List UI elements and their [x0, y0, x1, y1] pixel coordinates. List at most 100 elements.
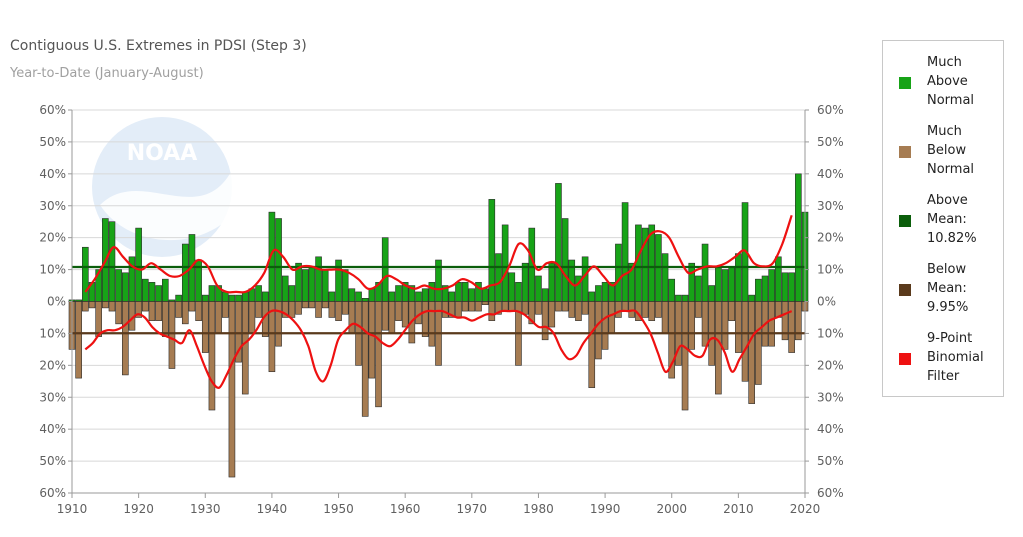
bar-much-above-1982[interactable]: [548, 262, 556, 302]
bar-much-above-1942[interactable]: [281, 275, 289, 302]
bar-much-above-1958[interactable]: [388, 291, 396, 302]
bar-much-above-1931[interactable]: [208, 285, 216, 302]
bar-much-above-1989[interactable]: [595, 285, 602, 302]
bar-much-above-2003[interactable]: [688, 262, 696, 302]
bar-much-above-2000[interactable]: [668, 278, 676, 302]
bar-much-above-1947[interactable]: [315, 256, 322, 302]
bar-much-below-1975[interactable]: [501, 301, 509, 312]
bar-much-above-2016[interactable]: [775, 256, 782, 302]
bar-much-above-1948[interactable]: [321, 269, 329, 302]
bar-much-below-1967[interactable]: [448, 301, 456, 318]
bar-much-above-1963[interactable]: [421, 288, 429, 302]
bar-much-below-1914[interactable]: [95, 301, 102, 337]
bar-much-below-2011[interactable]: [741, 301, 749, 382]
bar-much-above-1912[interactable]: [82, 246, 89, 302]
bar-much-below-1964[interactable]: [428, 301, 436, 347]
bar-much-above-2009[interactable]: [728, 266, 735, 302]
bar-much-below-2009[interactable]: [728, 301, 735, 321]
bar-much-below-1956[interactable]: [375, 301, 382, 408]
bar-much-below-1978[interactable]: [521, 301, 529, 315]
bar-much-below-2019[interactable]: [795, 301, 802, 341]
bar-much-above-1972[interactable]: [481, 288, 489, 302]
bar-much-above-1974[interactable]: [495, 253, 502, 302]
bar-much-below-1968[interactable]: [455, 301, 462, 318]
bar-much-below-1927[interactable]: [181, 301, 189, 325]
bar-much-below-1988[interactable]: [588, 301, 596, 388]
bar-much-above-1976[interactable]: [508, 272, 516, 302]
bar-much-below-1944[interactable]: [295, 301, 302, 315]
bar-much-above-1964[interactable]: [428, 282, 436, 302]
bar-much-below-2002[interactable]: [681, 301, 689, 411]
bar-much-above-1917[interactable]: [115, 269, 122, 302]
bar-much-below-2007[interactable]: [715, 301, 722, 395]
bar-much-below-1931[interactable]: [208, 301, 216, 411]
bar-much-above-2017[interactable]: [781, 272, 789, 302]
bar-much-above-1922[interactable]: [148, 282, 156, 302]
bar-much-above-2014[interactable]: [761, 275, 769, 302]
bar-much-below-1930[interactable]: [201, 301, 209, 353]
bar-much-above-1953[interactable]: [355, 291, 362, 302]
bar-much-below-1973[interactable]: [488, 301, 496, 321]
bar-much-below-1924[interactable]: [161, 301, 169, 337]
bar-much-below-2015[interactable]: [768, 301, 775, 347]
bar-much-above-1921[interactable]: [142, 278, 149, 302]
legend-item[interactable]: Much Below Normal: [899, 122, 999, 182]
bar-much-above-1983[interactable]: [555, 183, 562, 302]
bar-much-below-1916[interactable]: [108, 301, 116, 312]
bar-much-below-1979[interactable]: [528, 301, 536, 325]
bar-much-below-1976[interactable]: [508, 301, 516, 312]
bar-much-below-1938[interactable]: [255, 301, 262, 318]
bar-much-above-1933[interactable]: [221, 291, 229, 302]
bar-much-below-1971[interactable]: [475, 301, 482, 312]
bar-much-below-1963[interactable]: [421, 301, 429, 337]
bar-much-above-1951[interactable]: [341, 269, 349, 302]
bar-much-below-1912[interactable]: [82, 301, 89, 312]
bar-much-above-1954[interactable]: [361, 298, 369, 302]
bar-much-above-1962[interactable]: [415, 291, 422, 302]
bar-much-above-1930[interactable]: [201, 294, 209, 302]
bar-much-above-2013[interactable]: [755, 278, 762, 302]
bar-much-above-1967[interactable]: [448, 291, 456, 302]
bar-much-above-1946[interactable]: [308, 266, 316, 302]
bar-much-below-1933[interactable]: [221, 301, 229, 318]
bar-much-below-1928[interactable]: [188, 301, 196, 312]
legend-item[interactable]: Above Mean: 10.82%: [899, 191, 999, 251]
bar-much-below-1941[interactable]: [275, 301, 282, 347]
bar-much-below-2017[interactable]: [781, 301, 789, 341]
bar-much-below-2010[interactable]: [735, 301, 742, 353]
bar-much-below-1937[interactable]: [248, 301, 256, 334]
bar-much-above-1943[interactable]: [288, 285, 296, 302]
bar-much-below-2000[interactable]: [668, 301, 676, 379]
bar-much-below-1936[interactable]: [241, 301, 249, 395]
bar-much-below-1974[interactable]: [495, 301, 502, 315]
bar-much-below-1952[interactable]: [348, 301, 356, 334]
bar-much-above-1952[interactable]: [348, 288, 356, 302]
bar-much-below-1998[interactable]: [655, 301, 662, 318]
bar-much-below-2003[interactable]: [688, 301, 696, 350]
bar-much-below-1987[interactable]: [581, 301, 589, 315]
bar-much-above-1939[interactable]: [261, 291, 269, 302]
bar-much-below-1997[interactable]: [648, 301, 656, 321]
bar-much-above-2010[interactable]: [735, 253, 742, 302]
bar-much-below-1983[interactable]: [555, 301, 562, 312]
bar-much-below-1918[interactable]: [122, 301, 129, 376]
bar-much-below-2004[interactable]: [695, 301, 702, 318]
bar-much-above-2006[interactable]: [708, 285, 716, 302]
bar-much-above-1934[interactable]: [228, 294, 236, 302]
bar-much-below-1954[interactable]: [361, 301, 369, 417]
bar-much-above-1918[interactable]: [122, 272, 129, 302]
bar-much-below-2018[interactable]: [788, 301, 795, 353]
bar-much-above-2012[interactable]: [748, 294, 755, 302]
bar-much-below-1989[interactable]: [595, 301, 602, 360]
bar-much-above-1955[interactable]: [368, 288, 376, 302]
bar-much-below-1959[interactable]: [395, 301, 402, 321]
bar-much-above-1970[interactable]: [468, 288, 476, 302]
bar-much-above-2019[interactable]: [795, 173, 802, 302]
bar-much-above-1988[interactable]: [588, 291, 596, 302]
bar-much-below-1949[interactable]: [328, 301, 336, 318]
bar-much-below-1929[interactable]: [195, 301, 202, 321]
bar-much-below-1926[interactable]: [175, 301, 182, 318]
bar-much-below-1958[interactable]: [388, 301, 396, 334]
bar-much-below-1915[interactable]: [102, 301, 109, 309]
bar-much-above-1993[interactable]: [621, 202, 629, 302]
